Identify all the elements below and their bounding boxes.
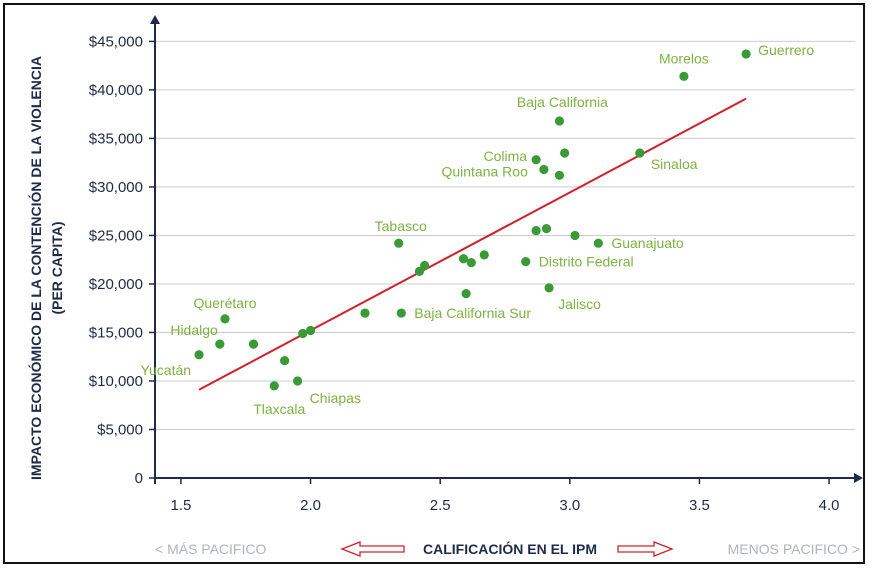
y-tick-label-5: $25,000: [89, 227, 143, 244]
y-tick-label-0: 0: [135, 470, 143, 487]
trend-line: [198, 97, 747, 391]
y-tick-label-7: $35,000: [89, 130, 143, 147]
x-tick-label-2: 2.5: [430, 497, 451, 514]
y-tick-label-9: $45,000: [89, 33, 143, 50]
data-point-29: [635, 148, 645, 158]
x-tick-label-3: 3.0: [559, 497, 580, 514]
data-point-22: [541, 224, 552, 234]
x-tick-label-4: 3.5: [689, 497, 710, 514]
x-axis-arrow-icon: [854, 473, 863, 483]
data-point-20: [531, 155, 541, 165]
data-point-10: [394, 238, 404, 248]
data-point-16: [466, 258, 476, 268]
y-tick-label-6: $30,000: [89, 179, 143, 196]
x-right-note: MENOS PACIFICO >: [728, 541, 860, 557]
point-label-20: Colima: [484, 148, 528, 164]
point-label-30: Morelos: [659, 50, 709, 66]
data-point-4: [269, 381, 279, 391]
axes: [150, 15, 863, 484]
data-points: [194, 49, 751, 391]
data-point-2: [220, 314, 230, 324]
data-point-7: [298, 328, 308, 339]
x-axis-label: CALIFICACIÓN EN EL IPM: [423, 540, 597, 557]
point-label-2: Querétaro: [193, 295, 256, 311]
point-label-11: Baja California Sur: [414, 305, 531, 321]
y-tick-label-1: $5,000: [97, 421, 143, 438]
left-arrow-icon: [340, 541, 405, 557]
point-label-29: Sinaloa: [651, 156, 698, 172]
data-point-28: [593, 238, 603, 248]
grid-lines: [155, 40, 855, 430]
x-tick-label-1: 2.0: [300, 497, 321, 514]
data-point-27: [570, 230, 580, 241]
point-label-28: Guanajuato: [611, 235, 684, 251]
point-label-31: Guerrero: [758, 42, 814, 58]
data-point-18: [521, 257, 531, 267]
data-point-21: [539, 164, 549, 175]
point-label-21: Quintana Roo: [441, 163, 528, 179]
point-label-10: Tabasco: [375, 218, 427, 234]
y-axis-label-sub: (PER CAPITA): [49, 221, 65, 314]
data-point-13: [420, 260, 430, 271]
point-labels: Yucatán Hidalgo Querétaro Tlaxcala Chiapas Ta…: [140, 42, 814, 417]
y-tick-label-4: $20,000: [89, 276, 143, 293]
data-point-14: [458, 254, 469, 264]
data-point-26: [560, 148, 570, 158]
point-label-1: Hidalgo: [170, 322, 218, 338]
y-tick-label-2: $10,000: [89, 373, 143, 390]
y-tick-labels: 0 $5,000 $10,000 $15,000 $20,000 $25,000 $30,0…: [89, 33, 155, 487]
data-point-19: [531, 225, 541, 236]
data-point-31: [741, 49, 751, 59]
x-tick-labels: 1.5 2.0 2.5 3.0 3.5 4.0: [170, 478, 840, 514]
data-point-1: [215, 339, 225, 349]
point-label-6: Chiapas: [310, 390, 361, 406]
point-label-23: Jalisco: [558, 296, 601, 312]
right-arrow-icon: [617, 541, 674, 557]
point-label-0: Yucatán: [140, 362, 191, 378]
data-point-0: [194, 350, 204, 360]
data-point-24: [554, 116, 565, 126]
x-left-note: < MÁS PACIFICO: [155, 541, 266, 557]
data-point-6: [292, 376, 303, 386]
y-tick-label-3: $15,000: [89, 324, 143, 341]
point-label-4: Tlaxcala: [253, 401, 305, 417]
point-label-24: Baja California: [517, 94, 608, 110]
x-tick-label-5: 4.0: [819, 497, 840, 514]
data-point-30: [679, 71, 689, 81]
data-point-23: [544, 283, 554, 293]
data-point-9: [360, 308, 370, 318]
data-point-15: [461, 289, 471, 299]
y-tick-label-8: $40,000: [89, 82, 143, 99]
data-point-5: [280, 356, 290, 366]
data-point-25: [554, 170, 565, 180]
x-tick-label-0: 1.5: [170, 497, 191, 514]
data-point-3: [248, 339, 259, 349]
data-point-11: [396, 308, 406, 318]
data-point-17: [479, 250, 489, 260]
y-axis-label: IMPACTO ECONÓMICO DE LA CONTENCIÓN DE LA…: [27, 56, 44, 480]
point-label-18: Distrito Federal: [539, 254, 634, 270]
data-point-8: [305, 325, 316, 336]
y-axis-arrow-icon: [150, 15, 160, 24]
